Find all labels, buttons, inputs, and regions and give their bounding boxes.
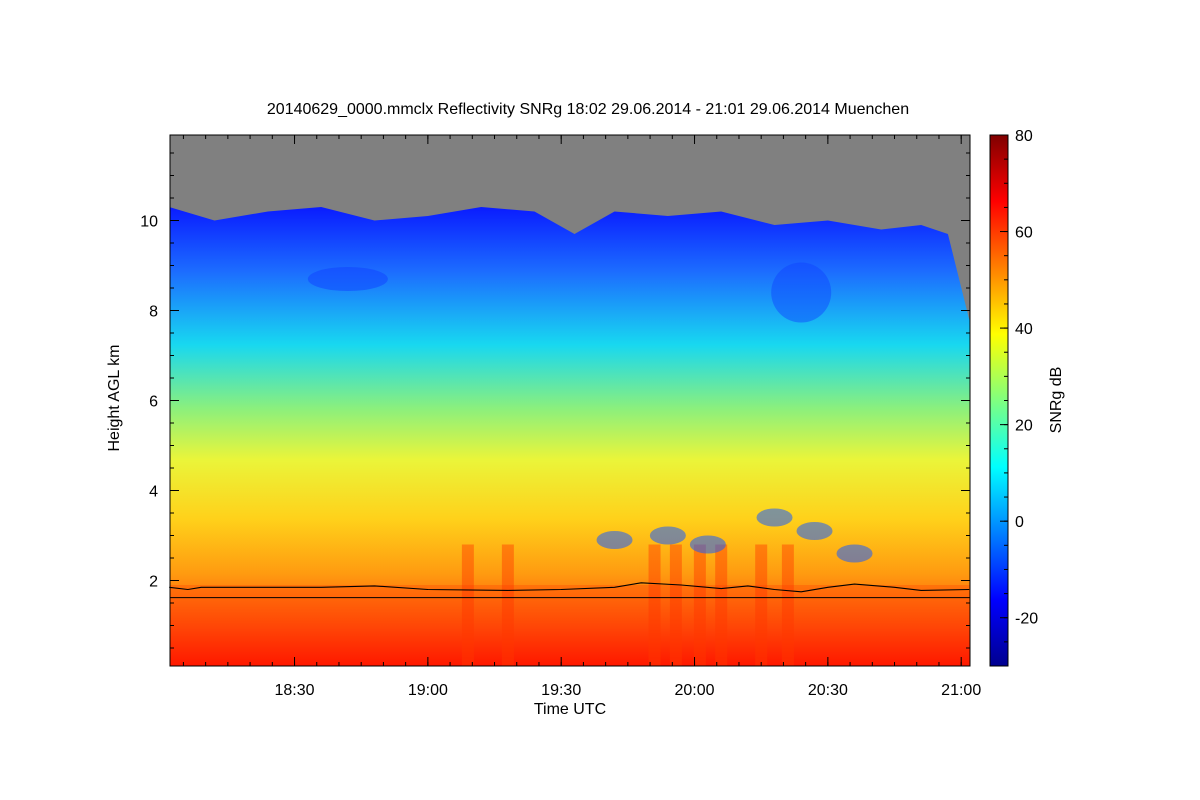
low-snr-patch bbox=[836, 544, 873, 563]
boundary-layer-height-line bbox=[169, 582, 970, 593]
x-axis: 18:30 19:00 19:30 20:00 20:30 21:00 bbox=[182, 135, 981, 699]
fall-streak bbox=[461, 544, 474, 666]
y-axis: 2 4 6 8 10 bbox=[140, 152, 970, 649]
y-axis-label: Height AGL km bbox=[106, 344, 123, 451]
low-snr-patch bbox=[771, 262, 832, 323]
colorbar-tick-label: 0 bbox=[1015, 514, 1024, 531]
heatmap-area bbox=[170, 135, 970, 666]
fall-streak bbox=[669, 544, 682, 666]
y-tick-label: 8 bbox=[149, 304, 158, 321]
low-snr-patch bbox=[689, 535, 726, 554]
low-snr-patch bbox=[649, 526, 686, 545]
low-snr-patch bbox=[307, 267, 388, 291]
y-tick-label: 6 bbox=[149, 394, 158, 411]
low-snr-patch bbox=[796, 522, 833, 540]
colorbar-tick-label: -20 bbox=[1015, 611, 1038, 628]
x-axis-label: Time UTC bbox=[534, 701, 606, 718]
x-tick-label: 21:00 bbox=[941, 682, 981, 699]
colorbar-tick-label: 60 bbox=[1015, 225, 1033, 242]
x-tick-label: 19:30 bbox=[541, 682, 581, 699]
fall-streak bbox=[693, 544, 706, 666]
colorbar-tick-label: 20 bbox=[1015, 418, 1033, 435]
colorbar-label: SNRg dB bbox=[1048, 367, 1065, 434]
fall-streak bbox=[648, 544, 661, 666]
colorbar-tick-label: 80 bbox=[1015, 128, 1033, 145]
fall-streaks bbox=[307, 262, 873, 666]
low-snr-patch bbox=[596, 531, 633, 549]
y-tick-label: 2 bbox=[149, 574, 158, 591]
colorbar-tick-label: 40 bbox=[1015, 321, 1033, 338]
x-tick-label: 20:30 bbox=[808, 682, 848, 699]
low-snr-patch bbox=[756, 508, 793, 527]
boundary-layer-band bbox=[170, 585, 970, 666]
fall-streak bbox=[715, 544, 728, 666]
y-tick-label: 10 bbox=[140, 214, 158, 231]
x-tick-label: 18:30 bbox=[275, 682, 315, 699]
colorbar-axis: -20 0 20 40 60 80 bbox=[1000, 128, 1038, 667]
fall-streak bbox=[501, 544, 514, 666]
fall-streak bbox=[755, 544, 768, 666]
fall-streak bbox=[781, 544, 794, 666]
x-tick-label: 20:00 bbox=[675, 682, 715, 699]
chart-title: 20140629_0000.mmclx Reflectivity SNRg 18… bbox=[267, 101, 909, 118]
echo-region bbox=[170, 207, 970, 666]
x-tick-label: 19:00 bbox=[408, 682, 448, 699]
y-tick-label: 4 bbox=[149, 484, 158, 501]
